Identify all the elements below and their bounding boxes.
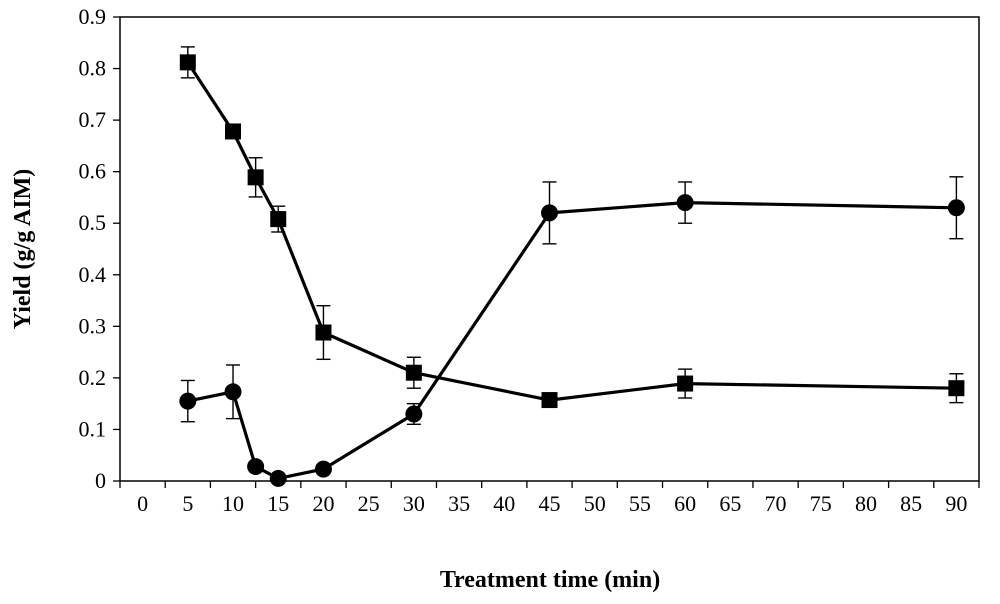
data-point-circle — [676, 194, 694, 212]
y-tick-label: 0 — [95, 468, 106, 493]
data-point-square — [270, 211, 287, 228]
x-tick-label: 40 — [493, 491, 515, 516]
x-tick-label: 80 — [855, 491, 877, 516]
x-tick-label: 30 — [403, 491, 425, 516]
plot-frame — [119, 16, 980, 482]
x-tick-label: 20 — [312, 491, 334, 516]
data-point-square — [405, 364, 422, 381]
x-tick-label: 25 — [358, 491, 380, 516]
x-tick-label: 0 — [137, 491, 148, 516]
y-tick-label: 0.1 — [79, 416, 107, 441]
data-point-circle — [541, 204, 558, 222]
y-tick-label: 0.2 — [79, 365, 107, 390]
x-tick-label: 15 — [267, 491, 289, 516]
data-point-square — [247, 169, 264, 186]
series-layer — [179, 46, 965, 487]
data-point-circle — [247, 458, 265, 476]
data-point-square — [315, 324, 332, 341]
data-point-square — [677, 375, 694, 392]
x-axis-title: Treatment time (min) — [440, 567, 660, 593]
data-point-circle — [269, 469, 287, 487]
data-point-circle — [314, 460, 332, 478]
y-axis: 0 0.1 0.2 0.3 0.4 0.5 0.6 0.7 0.8 0.9 — [79, 4, 120, 493]
data-point-circle — [947, 199, 965, 217]
y-tick-label: 0.4 — [79, 262, 107, 287]
data-point-circle — [224, 383, 242, 401]
data-point-square — [225, 123, 242, 140]
series-line — [187, 201, 957, 480]
data-point-square — [948, 380, 965, 397]
square-series — [179, 46, 965, 409]
y-tick-label: 0.6 — [79, 159, 107, 184]
y-tick-label: 0.7 — [79, 107, 107, 132]
x-tick-label: 55 — [629, 491, 651, 516]
x-tick-label: 45 — [539, 491, 561, 516]
data-point-square — [541, 392, 558, 409]
x-tick-label: 10 — [222, 491, 244, 516]
y-tick-label: 0.9 — [79, 4, 107, 29]
data-point-circle — [405, 405, 423, 423]
x-tick-label: 5 — [182, 491, 193, 516]
series-line — [186, 61, 957, 402]
data-point-square — [179, 54, 196, 71]
data-point-circle — [179, 392, 197, 410]
y-tick-label: 0.8 — [79, 56, 107, 81]
y-tick-label: 0.3 — [79, 313, 107, 338]
x-axis: 0 5 10 15 20 25 30 35 40 45 50 55 60 65 70 75 80 85 90 — [119, 481, 980, 516]
y-axis-title: Yield (g/g AIM) — [10, 169, 36, 329]
circle-series — [179, 176, 965, 487]
x-tick-label: 60 — [674, 491, 696, 516]
x-tick-label: 65 — [719, 491, 741, 516]
x-tick-label: 70 — [765, 491, 787, 516]
x-tick-label: 50 — [584, 491, 606, 516]
x-tick-label: 90 — [945, 491, 967, 516]
y-tick-label: 0.5 — [79, 210, 107, 235]
x-tick-label: 35 — [448, 491, 470, 516]
x-tick-label: 85 — [900, 491, 922, 516]
x-tick-label: 75 — [810, 491, 832, 516]
